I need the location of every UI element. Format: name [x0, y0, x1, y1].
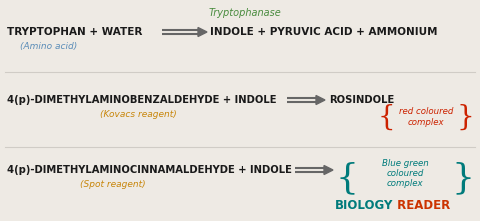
- Text: TRYPTOPHAN + WATER: TRYPTOPHAN + WATER: [7, 27, 143, 37]
- Text: {: {: [378, 103, 396, 130]
- Text: (Kovacs reagent): (Kovacs reagent): [100, 110, 177, 119]
- Text: 4(p)-DIMETHYLAMINOCINNAMALDEHYDE + INDOLE: 4(p)-DIMETHYLAMINOCINNAMALDEHYDE + INDOL…: [7, 165, 292, 175]
- Text: BIOLOGY: BIOLOGY: [335, 199, 394, 212]
- Polygon shape: [316, 95, 325, 105]
- Text: (Amino acid): (Amino acid): [20, 42, 77, 51]
- Text: red coloured: red coloured: [399, 107, 453, 116]
- Text: }: }: [451, 162, 474, 196]
- Text: {: {: [336, 162, 359, 196]
- Text: 4(p)-DIMETHYLAMINOBENZALDEHYDE + INDOLE: 4(p)-DIMETHYLAMINOBENZALDEHYDE + INDOLE: [7, 95, 276, 105]
- Text: INDOLE + PYRUVIC ACID + AMMONIUM: INDOLE + PYRUVIC ACID + AMMONIUM: [210, 27, 437, 37]
- Polygon shape: [324, 166, 333, 175]
- Text: Tryptophanase: Tryptophanase: [209, 8, 281, 18]
- Text: (Spot reagent): (Spot reagent): [80, 180, 145, 189]
- Text: }: }: [456, 103, 474, 130]
- Text: complex: complex: [408, 118, 444, 127]
- Polygon shape: [198, 27, 207, 36]
- Text: complex: complex: [387, 179, 423, 188]
- Text: ROSINDOLE: ROSINDOLE: [329, 95, 394, 105]
- Text: Blue green: Blue green: [382, 159, 428, 168]
- Text: coloured: coloured: [386, 169, 424, 178]
- Text: READER: READER: [393, 199, 450, 212]
